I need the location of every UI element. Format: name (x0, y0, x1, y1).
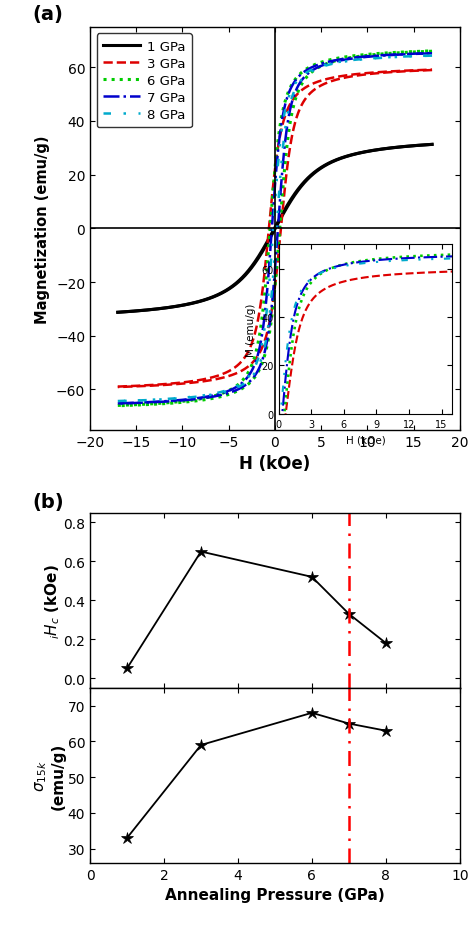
Line: 3 GPa: 3 GPa (118, 71, 432, 388)
Y-axis label: $\sigma_{15k}$
(emu/g): $\sigma_{15k}$ (emu/g) (33, 742, 66, 809)
1 GPa (229, 282, 235, 293)
1 GPa (429, 140, 435, 151)
7 GPa (229, 387, 235, 398)
Y-axis label: $_iH_c$ (kOe): $_iH_c$ (kOe) (43, 563, 62, 638)
1 GPa (159, 303, 164, 315)
1 GPa (238, 275, 244, 286)
3 GPa (229, 370, 235, 381)
3 GPa (246, 360, 252, 371)
Legend: 1 GPa, 3 GPa, 6 GPa, 7 GPa, 8 GPa: 1 GPa, 3 GPa, 6 GPa, 7 GPa, 8 GPa (97, 34, 192, 128)
7 GPa (410, 49, 416, 60)
Line: 8 GPa: 8 GPa (118, 57, 432, 402)
Line: 1 GPa: 1 GPa (118, 146, 432, 313)
6 GPa (429, 46, 435, 58)
3 GPa (410, 66, 416, 77)
Text: (a): (a) (33, 5, 64, 24)
8 GPa (159, 394, 164, 406)
Line: 7 GPa: 7 GPa (118, 54, 432, 404)
7 GPa (191, 394, 197, 406)
Y-axis label: Magnetization (emu/g): Magnetization (emu/g) (36, 135, 50, 323)
6 GPa (191, 396, 197, 407)
Line: 6 GPa: 6 GPa (118, 52, 432, 406)
X-axis label: Annealing Pressure (GPa): Annealing Pressure (GPa) (165, 887, 385, 902)
3 GPa (115, 382, 120, 393)
3 GPa (238, 366, 244, 377)
6 GPa (159, 399, 164, 410)
6 GPa (238, 384, 244, 395)
6 GPa (246, 378, 252, 389)
8 GPa (429, 51, 435, 62)
7 GPa (246, 377, 252, 388)
7 GPa (238, 382, 244, 393)
8 GPa (410, 52, 416, 63)
6 GPa (410, 47, 416, 58)
1 GPa (191, 298, 197, 309)
6 GPa (229, 388, 235, 399)
8 GPa (191, 392, 197, 403)
8 GPa (238, 380, 244, 392)
1 GPa (115, 307, 120, 318)
8 GPa (229, 385, 235, 396)
7 GPa (115, 398, 120, 409)
7 GPa (429, 48, 435, 59)
6 GPa (115, 401, 120, 412)
3 GPa (429, 65, 435, 76)
8 GPa (115, 396, 120, 407)
1 GPa (410, 141, 416, 152)
8 GPa (246, 374, 252, 385)
7 GPa (159, 397, 164, 408)
3 GPa (191, 378, 197, 389)
3 GPa (159, 380, 164, 392)
1 GPa (246, 265, 252, 277)
Text: (b): (b) (33, 493, 64, 511)
X-axis label: H (kOe): H (kOe) (239, 455, 310, 472)
